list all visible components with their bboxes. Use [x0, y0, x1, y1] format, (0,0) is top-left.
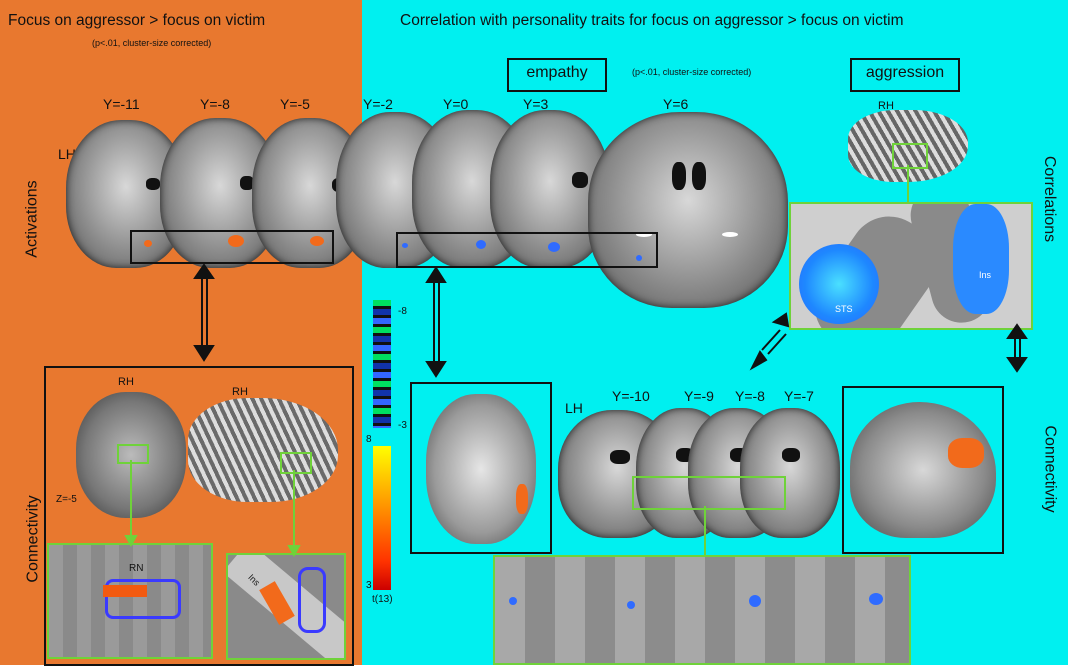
- y-label-2: Y=-8: [200, 96, 230, 112]
- right-subtitle: (p<.01, cluster-size corrected): [632, 67, 752, 77]
- aggression-rh-label: RH: [878, 100, 894, 112]
- sts-label: STS: [835, 304, 853, 314]
- conn-y-label-3: Y=-8: [735, 388, 765, 404]
- colorbar-blue-top: -8: [398, 306, 407, 317]
- y-label-5: Y=0: [443, 96, 469, 112]
- flatmap-left: [188, 398, 338, 502]
- colorbar-warm-bottom: 3: [366, 580, 372, 591]
- row-label-activations: Activations: [23, 180, 41, 258]
- row-label-correlations: Correlations: [1041, 155, 1059, 243]
- conn-y-label-1: Y=-10: [612, 388, 650, 404]
- left-subtitle: (p<.01, cluster-size corrected): [92, 38, 212, 48]
- left-rh-label-2: RH: [232, 386, 248, 398]
- flatmap-left-roi: [280, 452, 312, 474]
- colorbar-blue-bottom: -3: [398, 420, 407, 431]
- right-title: Correlation with personality traits for …: [400, 12, 904, 29]
- y-label-1: Y=-11: [103, 96, 140, 112]
- axial-roi: [117, 444, 149, 464]
- conn-y-label-2: Y=-9: [684, 388, 714, 404]
- empathy-label: empathy: [526, 64, 588, 81]
- colorbar-unit: t(13): [372, 594, 393, 605]
- left-title: Focus on aggressor > focus on victim: [8, 12, 266, 29]
- aggression-label: aggression: [865, 64, 945, 81]
- conn-y-label-4: Y=-7: [784, 388, 814, 404]
- y-label-6: Y=3: [523, 96, 549, 112]
- z-label: Z=-5: [56, 494, 77, 505]
- row-label-connectivity-left: Connectivity: [24, 495, 42, 583]
- row-label-connectivity-right: Connectivity: [1041, 425, 1059, 513]
- y-label-7: Y=6: [663, 96, 689, 112]
- empathy-box: empathy: [507, 58, 607, 92]
- aggression-flatmap-roi: [892, 143, 928, 169]
- activation-box-left: [130, 230, 334, 264]
- conn-brain-4: [740, 408, 840, 538]
- ins-label-correlations: Ins: [979, 270, 992, 280]
- activation-box-right: [396, 232, 658, 268]
- colorbar-warm-top: 8: [366, 434, 372, 445]
- left-rh-label-1: RH: [118, 376, 134, 388]
- ins-zoom-left: Ins: [226, 553, 346, 660]
- y-label-3: Y=-5: [280, 96, 310, 112]
- aggression-box: aggression: [850, 58, 960, 92]
- rn-label: RN: [129, 563, 144, 574]
- brain-slice-7: [588, 112, 788, 308]
- y-label-4: Y=-2: [363, 96, 393, 112]
- rn-zoom: RN: [47, 543, 213, 659]
- aggression-connectivity-box: [842, 386, 1004, 554]
- correlations-zoom: STS Ins: [789, 202, 1033, 330]
- empathy-connectivity-box: [410, 382, 552, 554]
- conn-zoom-strip: [493, 555, 911, 665]
- conn-roi-box: [632, 476, 786, 510]
- colorbar: [373, 300, 391, 590]
- conn-lh-label: LH: [565, 400, 583, 416]
